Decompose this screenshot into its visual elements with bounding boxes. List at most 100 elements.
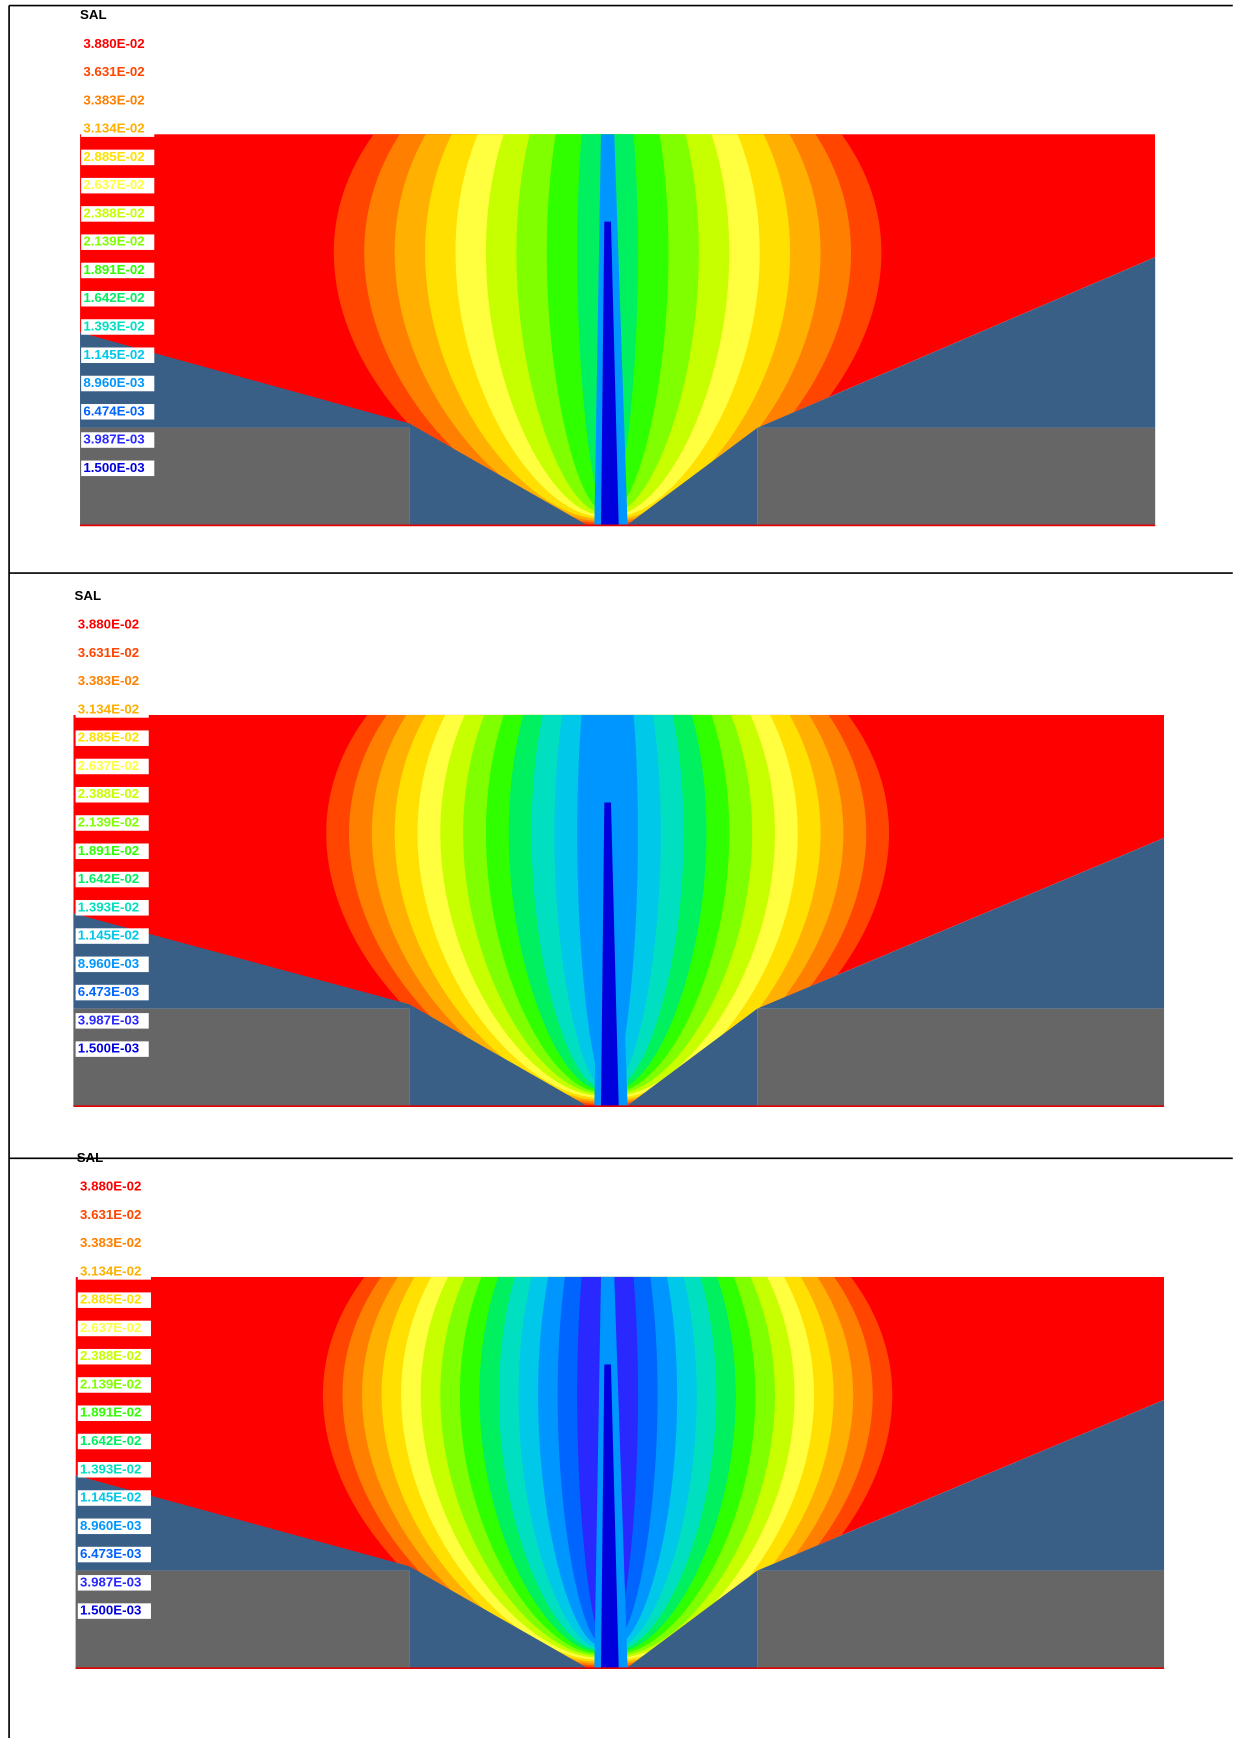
legend-label: 1.891E-02: [78, 843, 139, 858]
legend-label: 1.145E-02: [83, 347, 144, 362]
salinity-field: [73, 714, 1165, 1107]
legend-label-bg: [81, 234, 155, 250]
legend-label-bg: [77, 1405, 151, 1421]
legend-label-bg: [77, 1433, 151, 1450]
legend-label: 3.383E-02: [80, 1235, 141, 1250]
seabed-block: [757, 427, 1156, 526]
plume-core: [600, 1364, 619, 1669]
legend-label: 1.145E-02: [78, 928, 139, 943]
legend-label-bg: [81, 36, 155, 53]
legend-label: 3.134E-02: [78, 701, 139, 716]
legend-label-bg: [81, 460, 155, 477]
seabed-slope: [80, 332, 588, 526]
legend-label-bg: [81, 177, 155, 194]
legend-label-bg: [75, 956, 149, 973]
seabed-slope: [626, 1399, 1165, 1669]
legend-label: 2.637E-02: [83, 177, 144, 192]
legend-label-bg: [77, 1348, 151, 1365]
legend-label-bg: [77, 1235, 151, 1252]
legend-label: 8.960E-03: [83, 375, 144, 390]
legend-label: 2.885E-02: [80, 1292, 141, 1307]
legend-label: 3.631E-02: [80, 1207, 141, 1222]
legend-label: 3.987E-03: [83, 432, 144, 447]
legend-label-bg: [81, 319, 155, 335]
legend-label: 2.139E-02: [83, 234, 144, 249]
legend-label: 6.473E-03: [80, 1546, 141, 1561]
legend-label: 6.473E-03: [78, 984, 139, 999]
legend-label-bg: [77, 1462, 151, 1478]
legend-label-bg: [75, 702, 149, 718]
legend-label-bg: [77, 1320, 151, 1337]
legend-label: 2.885E-02: [78, 730, 139, 745]
legend-title: SAL: [80, 7, 107, 22]
legend-label: 3.880E-02: [78, 617, 139, 632]
legend-label: 6.474E-03: [83, 403, 144, 418]
legend-label: 1.145E-02: [80, 1490, 141, 1505]
plume-core: [600, 221, 619, 526]
plume-core: [600, 802, 619, 1107]
panel: SAL 3.880E-02 3.631E-02 3.383E-02 3.134E-02 2…: [75, 1150, 1165, 1670]
legend-label-bg: [77, 1546, 151, 1563]
legend-label-bg: [81, 290, 155, 307]
panel: SAL 3.880E-02 3.631E-02 3.383E-02 3.134E-02 2…: [73, 588, 1165, 1108]
legend-label-bg: [81, 262, 155, 279]
legend-label-bg: [75, 815, 149, 831]
legend-label: 2.637E-02: [80, 1320, 141, 1335]
legend-label: 3.987E-03: [80, 1574, 141, 1589]
legend-label: 3.383E-02: [83, 92, 144, 107]
legend-label: 1.393E-02: [83, 318, 144, 333]
legend-label: 3.134E-02: [83, 121, 144, 136]
legend-label-bg: [75, 1013, 149, 1029]
seabed-slope: [75, 1475, 588, 1669]
legend-label-bg: [77, 1575, 151, 1591]
legend-label: 3.631E-02: [78, 645, 139, 660]
legend-label-bg: [77, 1179, 151, 1195]
legend-label: 2.139E-02: [80, 1376, 141, 1391]
legend-label: 2.139E-02: [78, 815, 139, 830]
legend-label: 1.393E-02: [80, 1461, 141, 1476]
legend-label-bg: [81, 64, 155, 81]
legend-label: 3.880E-02: [80, 1179, 141, 1194]
legend-title: SAL: [77, 1150, 104, 1165]
legend-label-bg: [81, 93, 155, 109]
legend-label: 2.637E-02: [78, 758, 139, 773]
legend-label: 3.987E-03: [78, 1012, 139, 1027]
legend-label: 2.388E-02: [83, 205, 144, 220]
legend-label: 8.960E-03: [80, 1518, 141, 1533]
legend-label: 1.891E-02: [80, 1405, 141, 1420]
legend-label-bg: [75, 984, 149, 1001]
legend-label-bg: [77, 1603, 151, 1619]
legend-label: 2.885E-02: [83, 149, 144, 164]
legend-label: 3.631E-02: [83, 64, 144, 79]
legend-label: 1.500E-03: [78, 1041, 139, 1056]
seabed-block: [757, 1570, 1165, 1669]
salinity-field: [80, 134, 1156, 526]
legend-label-bg: [77, 1207, 151, 1224]
legend-label-bg: [75, 843, 149, 860]
legend-title: SAL: [74, 588, 101, 603]
legend-label-bg: [75, 730, 149, 746]
legend-label-bg: [77, 1292, 151, 1308]
legend-label-bg: [81, 206, 155, 222]
legend-label-bg: [75, 673, 149, 690]
legend-label: 1.891E-02: [83, 262, 144, 277]
legend-label-bg: [77, 1264, 151, 1280]
legend-label-bg: [81, 121, 155, 137]
legend-label: 1.500E-03: [80, 1603, 141, 1618]
legend-label-bg: [81, 347, 155, 364]
legend-label: 1.642E-02: [83, 290, 144, 305]
legend-label: 2.388E-02: [78, 786, 139, 801]
legend-label-bg: [81, 404, 155, 420]
legend-label-bg: [77, 1377, 151, 1393]
legend-label: 1.642E-02: [80, 1433, 141, 1448]
legend-label-bg: [75, 758, 149, 775]
legend-label-bg: [75, 928, 149, 944]
legend-label-bg: [75, 617, 149, 633]
legend-label-bg: [81, 149, 155, 166]
legend-label-bg: [75, 900, 149, 916]
legend-label: 8.960E-03: [78, 956, 139, 971]
legend-label-bg: [81, 375, 155, 392]
legend-label-bg: [81, 432, 155, 448]
seabed-slope: [73, 913, 588, 1107]
